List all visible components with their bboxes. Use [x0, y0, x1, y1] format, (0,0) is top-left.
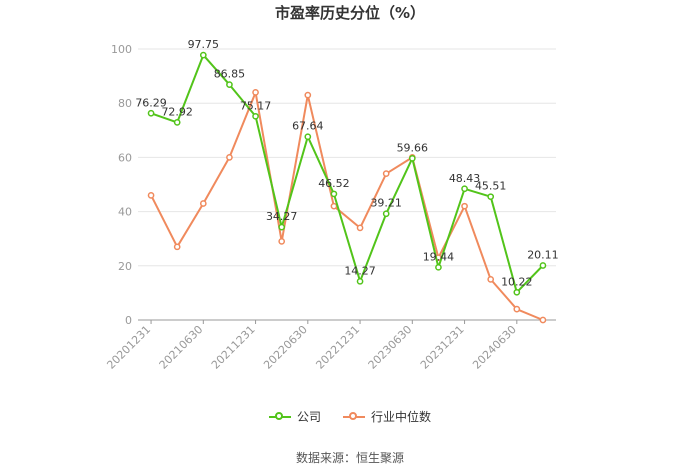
data-label: 45.51: [475, 180, 507, 193]
xtick-label: 20221231: [313, 323, 362, 372]
series-point-1: [252, 89, 259, 96]
series-point-1: [278, 238, 286, 245]
data-label: 39.21: [370, 197, 402, 210]
legend-swatch-company: [268, 411, 291, 423]
series-point-0: [408, 154, 416, 162]
data-label: 46.52: [318, 177, 350, 190]
data-label: 97.75: [188, 38, 220, 51]
series-point-0: [461, 185, 468, 193]
xtick-label: 20211231: [209, 323, 258, 372]
data-label: 34.27: [266, 210, 298, 223]
series-line-1: [150, 91, 544, 321]
series-point-0: [539, 262, 547, 269]
series-point-1: [147, 191, 155, 199]
ytick-label: 0: [125, 314, 132, 327]
series-point-0: [278, 223, 286, 231]
xtick-label: 20240630: [470, 323, 519, 372]
series-point-0: [487, 193, 495, 201]
data-label: 72.92: [161, 105, 193, 118]
series-point-1: [304, 91, 312, 99]
ytick-label: 40: [118, 206, 132, 219]
legend-swatch-industry-median: [343, 411, 365, 423]
series-point-1: [199, 200, 207, 207]
legend: 公司 行业中位数: [0, 408, 700, 425]
xtick-label: 20230630: [366, 323, 415, 372]
legend-item-company[interactable]: 公司: [268, 408, 321, 425]
series-point-1: [226, 154, 233, 161]
series-point-1: [487, 276, 495, 283]
legend-label-company: 公司: [296, 410, 321, 424]
xtick-label: 20220630: [261, 323, 310, 372]
series-point-1: [330, 202, 338, 210]
series-point-0: [435, 263, 442, 271]
series-layer: [147, 51, 547, 324]
series-line-0: [150, 54, 544, 294]
series-point-0: [252, 112, 259, 120]
chart-title: 市盈率历史分位（%）: [274, 4, 426, 22]
series-point-1: [356, 224, 364, 232]
data-label: 19.44: [423, 250, 455, 263]
data-label: 75.17: [240, 99, 272, 112]
legend-item-industry-median[interactable]: 行业中位数: [343, 408, 431, 425]
series-point-0: [513, 288, 521, 296]
xtick-label: 20201231: [104, 323, 153, 372]
data-label: 10.22: [501, 275, 533, 288]
ytick-label: 100: [111, 43, 132, 56]
series-point-1: [461, 202, 468, 210]
series-point-0: [226, 81, 233, 88]
grid-layer: [138, 48, 556, 267]
series-point-1: [173, 243, 181, 251]
data-label: 48.43: [449, 172, 481, 185]
data-label: 86.85: [214, 68, 246, 81]
ytick-label: 60: [118, 151, 132, 164]
series-point-1: [539, 316, 547, 324]
data-label: 20.11: [527, 249, 559, 262]
series-point-0: [173, 119, 181, 126]
series-point-0: [330, 190, 338, 198]
series-point-0: [356, 277, 364, 285]
data-label: 67.64: [292, 120, 324, 133]
series-point-1: [513, 305, 521, 313]
source-note: 数据来源：恒生聚源: [295, 451, 404, 465]
data-label: 76.29: [135, 96, 167, 109]
series-point-0: [199, 51, 207, 59]
ytick-label: 20: [118, 260, 132, 273]
series-point-0: [382, 210, 390, 218]
series-point-0: [304, 133, 312, 141]
xtick-label: 20210630: [157, 323, 206, 372]
ytick-label: 80: [118, 97, 132, 110]
data-label: 14.27: [344, 264, 376, 277]
series-point-1: [382, 170, 390, 178]
xtick-label: 20231231: [418, 323, 467, 372]
legend-label-industry-median: 行业中位数: [371, 410, 432, 424]
series-point-0: [147, 109, 155, 117]
data-label: 59.66: [397, 141, 429, 154]
